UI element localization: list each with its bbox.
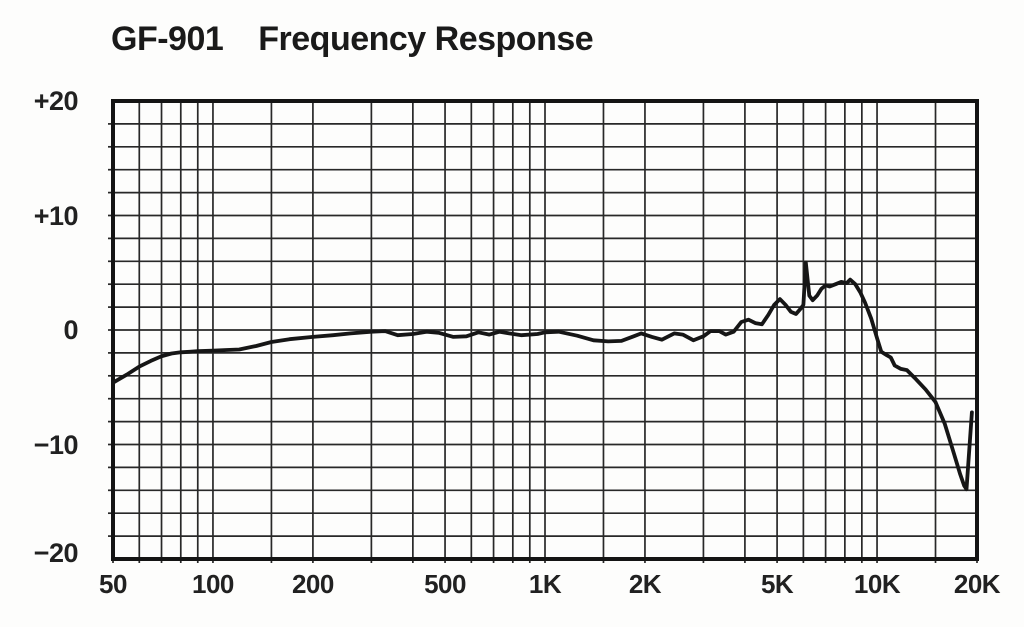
chart-name: Frequency Response <box>258 20 594 58</box>
x-tick-label-20k: 20K <box>953 569 1001 599</box>
plot-border <box>111 99 979 561</box>
y-tick-label-0: 0 <box>63 315 78 345</box>
x-tick-label-10k: 10K <box>853 569 901 599</box>
x-tick-label-100: 100 <box>192 569 234 599</box>
y-tick-label-20: +20 <box>33 86 79 116</box>
page-title: GF-901 Frequency Response <box>111 20 594 59</box>
y-tick-label--20: −20 <box>33 538 79 568</box>
response-curve <box>111 260 974 492</box>
x-tick-label-1k: 1K <box>528 569 562 599</box>
x-tick-label-2k: 2K <box>628 569 662 599</box>
x-tick-label-5k: 5K <box>760 569 794 599</box>
x-tick-label-50: 50 <box>99 569 127 599</box>
y-tick-label-10: +10 <box>33 200 79 231</box>
y-tick-label--10: −10 <box>33 429 79 460</box>
model-name: GF-901 <box>111 20 224 58</box>
x-tick-label-200: 200 <box>291 569 334 599</box>
x-tick-label-500: 500 <box>424 569 466 599</box>
